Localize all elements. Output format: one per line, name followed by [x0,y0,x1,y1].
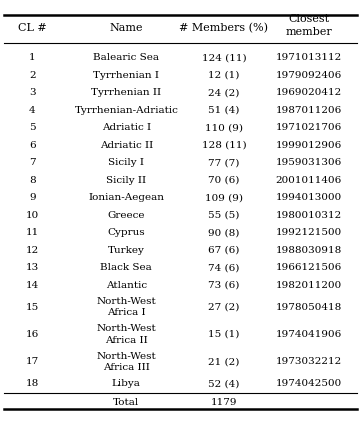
Text: 1973032212: 1973032212 [275,357,342,366]
Text: 1966121506: 1966121506 [275,263,342,272]
Text: 1974041906: 1974041906 [275,330,342,339]
Text: Tyrrhenian II: Tyrrhenian II [91,88,161,97]
Text: 24 (2): 24 (2) [208,88,239,97]
Text: 27 (2): 27 (2) [208,303,239,312]
Text: 9: 9 [29,193,36,202]
Text: Tyrrhenian I: Tyrrhenian I [93,71,159,79]
Text: 1994013000: 1994013000 [275,193,342,202]
Text: 1988030918: 1988030918 [275,246,342,255]
Text: 90 (8): 90 (8) [208,228,239,237]
Text: 6: 6 [29,141,36,150]
Text: 110 (9): 110 (9) [205,123,243,132]
Text: Name: Name [110,23,143,33]
Text: 1982011200: 1982011200 [275,280,342,289]
Text: 15 (1): 15 (1) [208,330,239,339]
Text: 1179: 1179 [210,398,237,408]
Text: 10: 10 [26,211,39,220]
Text: 7: 7 [29,158,36,167]
Text: Adriatic II: Adriatic II [100,141,153,150]
Text: 1987011206: 1987011206 [275,106,342,115]
Text: 16: 16 [26,330,39,339]
Text: 1974042500: 1974042500 [275,380,342,388]
Text: Sicily II: Sicily II [106,176,147,184]
Text: 4: 4 [29,106,36,115]
Text: North-West
Africa III: North-West Africa III [96,351,156,372]
Text: 74 (6): 74 (6) [208,263,239,272]
Text: 17: 17 [26,357,39,366]
Text: Sicily I: Sicily I [108,158,144,167]
Text: Greece: Greece [108,211,145,220]
Text: Cyprus: Cyprus [108,228,145,237]
Text: 11: 11 [26,228,39,237]
Text: Libya: Libya [112,380,141,388]
Text: 1992121500: 1992121500 [275,228,342,237]
Text: Ionian-Aegean: Ionian-Aegean [88,193,164,202]
Text: 1980010312: 1980010312 [275,211,342,220]
Text: 55 (5): 55 (5) [208,211,239,220]
Text: 18: 18 [26,380,39,388]
Text: 15: 15 [26,303,39,312]
Text: 5: 5 [29,123,36,132]
Text: 124 (11): 124 (11) [201,53,246,62]
Text: 1978050418: 1978050418 [275,303,342,312]
Text: 67 (6): 67 (6) [208,246,239,255]
Text: 13: 13 [26,263,39,272]
Text: 73 (6): 73 (6) [208,280,239,289]
Text: 21 (2): 21 (2) [208,357,239,366]
Text: 1969020412: 1969020412 [275,88,342,97]
Text: Turkey: Turkey [108,246,145,255]
Text: CL #: CL # [18,23,47,33]
Text: 1959031306: 1959031306 [275,158,342,167]
Text: 51 (4): 51 (4) [208,106,239,115]
Text: 1979092406: 1979092406 [275,71,342,79]
Text: North-West
Africa I: North-West Africa I [96,298,156,317]
Text: Black Sea: Black Sea [100,263,152,272]
Text: 1971013112: 1971013112 [275,53,342,62]
Text: 12: 12 [26,246,39,255]
Text: 8: 8 [29,176,36,184]
Text: 52 (4): 52 (4) [208,380,239,388]
Text: Tyrrhenian-Adriatic: Tyrrhenian-Adriatic [74,106,178,115]
Text: Balearic Sea: Balearic Sea [93,53,159,62]
Text: Closest
member: Closest member [285,14,332,37]
Text: 2001011406: 2001011406 [275,176,342,184]
Text: Atlantic: Atlantic [106,280,147,289]
Text: 2: 2 [29,71,36,79]
Text: 1: 1 [29,53,36,62]
Text: Total: Total [113,398,139,408]
Text: 14: 14 [26,280,39,289]
Text: 3: 3 [29,88,36,97]
Text: North-West
Africa II: North-West Africa II [96,324,156,345]
Text: 77 (7): 77 (7) [208,158,239,167]
Text: 1971021706: 1971021706 [275,123,342,132]
Text: Adriatic I: Adriatic I [102,123,151,132]
Text: 109 (9): 109 (9) [205,193,243,202]
Text: # Members (%): # Members (%) [179,23,268,33]
Text: 70 (6): 70 (6) [208,176,239,184]
Text: 12 (1): 12 (1) [208,71,239,79]
Text: 128 (11): 128 (11) [201,141,246,150]
Text: 1999012906: 1999012906 [275,141,342,150]
